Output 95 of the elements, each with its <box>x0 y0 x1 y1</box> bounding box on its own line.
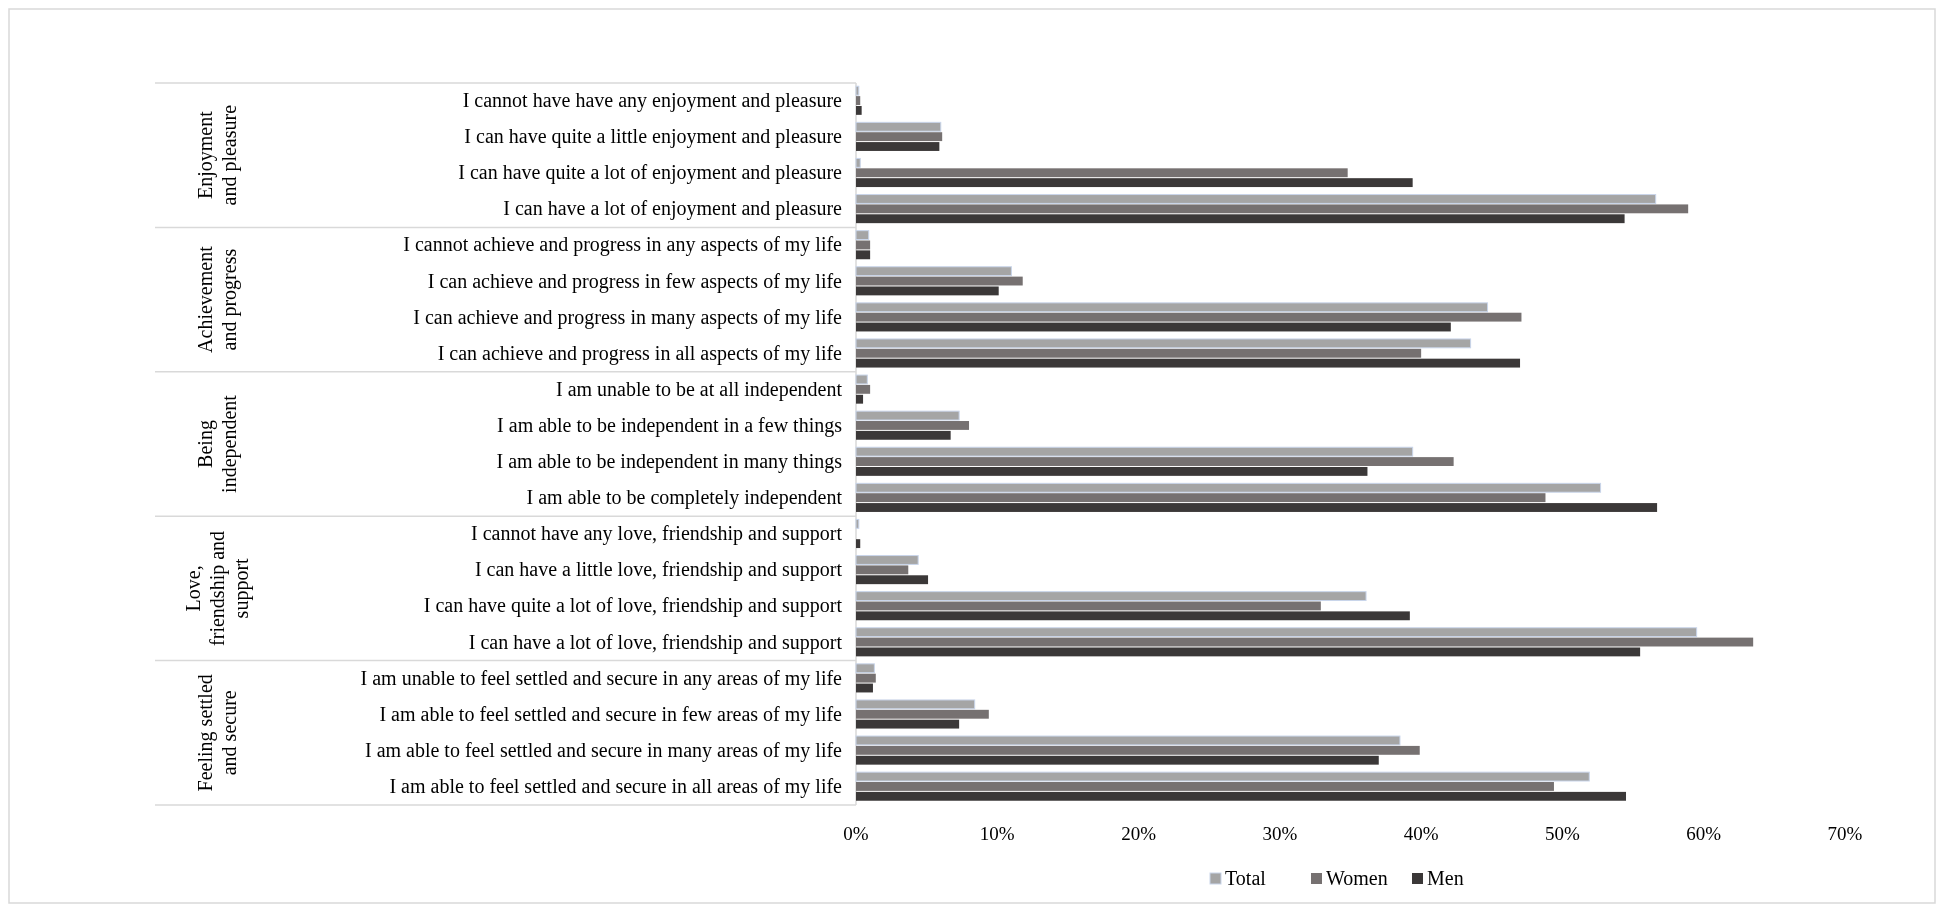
y-tick-label: I can have quite a lot of love, friendship and support <box>423 594 843 618</box>
text: Feeling settled and secure <box>194 674 240 792</box>
y-tick-label: I can achieve and progress in all aspects of my life <box>437 341 843 365</box>
bar <box>856 348 1422 358</box>
bar <box>856 673 876 683</box>
bar <box>855 410 960 421</box>
y-tick-label: I cannot have have any enjoyment and pleasure <box>462 89 843 113</box>
bar <box>855 482 1602 493</box>
bar <box>856 709 989 719</box>
bar <box>855 591 1367 602</box>
text: Love, friendship and support <box>182 530 253 646</box>
bar <box>856 384 871 394</box>
bar <box>856 276 1023 286</box>
bar <box>856 755 1379 765</box>
bar <box>856 503 1658 512</box>
bar <box>856 601 1321 611</box>
y-tick-label: I am able to feel settled and secure in all areas of my life <box>389 774 843 798</box>
bar <box>856 142 940 151</box>
bar <box>856 539 861 549</box>
bar <box>856 611 1410 621</box>
bar <box>856 493 1546 503</box>
y-tick-label: I can achieve and progress in many aspects of my life <box>413 305 843 329</box>
bar <box>856 322 1451 332</box>
y-tick-label: I am able to be completely independent <box>526 486 843 510</box>
bar <box>856 96 861 105</box>
bar <box>856 457 1454 466</box>
x-tick-label: 70% <box>1827 823 1863 844</box>
y-tick-label: I can have a lot of love, friendship and support <box>468 630 843 654</box>
x-tick-label: 50% <box>1545 823 1581 844</box>
bar <box>856 745 1420 755</box>
bar <box>856 575 929 585</box>
y-tick-label: I can have a lot of enjoyment and pleasure <box>503 197 843 221</box>
text: Being independent <box>194 394 241 493</box>
bar <box>856 250 871 260</box>
bar <box>855 266 1012 277</box>
y-tick-label: I am able to be independent in a few things <box>497 413 843 437</box>
bar <box>855 302 1489 313</box>
bar <box>855 194 1657 204</box>
bar <box>856 240 871 250</box>
bar <box>855 157 861 168</box>
bar <box>856 132 943 142</box>
x-tick-label: 40% <box>1403 823 1439 844</box>
bar <box>856 214 1625 224</box>
y-tick-label: I can have quite a lot of enjoyment and pleasure <box>458 161 843 185</box>
bar <box>855 518 860 529</box>
bar <box>855 446 1414 457</box>
y-tick-label: I am unable to feel settled and secure in any areas of my life <box>360 666 843 690</box>
bar <box>855 627 1698 638</box>
bar <box>856 791 1627 801</box>
text: Enjoyment and pleasure <box>194 104 241 206</box>
bar <box>855 735 1401 746</box>
bar <box>855 663 875 674</box>
bar <box>856 312 1522 322</box>
y-tick-label: I cannot have any love, friendship and support <box>470 522 843 546</box>
x-tick-label: 10% <box>979 823 1015 844</box>
y-tick-label: I am unable to be at all independent <box>555 377 843 401</box>
bar <box>855 230 870 241</box>
text: Achievement and progress <box>194 245 241 353</box>
bar <box>856 168 1348 178</box>
bar <box>855 771 1590 782</box>
bar <box>856 466 1368 476</box>
bar <box>856 637 1754 647</box>
bar <box>855 555 919 565</box>
x-tick-label: 30% <box>1262 823 1298 844</box>
x-tick-label: 20% <box>1121 823 1157 844</box>
bar <box>856 719 960 729</box>
bar <box>856 394 864 404</box>
y-tick-label: I can have a little love, friendship and support <box>474 558 843 582</box>
bar <box>856 178 1413 188</box>
bar <box>856 565 909 575</box>
bar <box>855 338 1472 349</box>
y-tick-label: I can have quite a little enjoyment and pleasure <box>464 125 843 149</box>
bar <box>856 647 1641 657</box>
bar <box>856 430 951 440</box>
legend-label: Total <box>1225 867 1267 889</box>
bar <box>856 358 1521 368</box>
bar <box>856 683 873 693</box>
bar <box>856 782 1554 791</box>
bar <box>856 421 970 430</box>
legend-label: Women <box>1326 867 1388 889</box>
y-tick-label: I cannot achieve and progress in any aspects of my life <box>403 233 843 257</box>
y-tick-label: I can achieve and progress in few aspects of my life <box>427 269 843 293</box>
x-tick-label: 0% <box>843 823 869 844</box>
bar <box>855 121 942 132</box>
bar <box>856 286 999 296</box>
bar <box>855 699 976 710</box>
y-tick-label: I am able to be independent in many things <box>496 450 843 474</box>
bar <box>855 374 868 385</box>
legend-label: Men <box>1427 867 1464 889</box>
bar <box>856 204 1689 214</box>
bar <box>856 105 862 115</box>
y-tick-label: I am able to feel settled and secure in few areas of my life <box>379 702 843 726</box>
x-tick-label: 60% <box>1686 823 1722 844</box>
y-tick-label: I am able to feel settled and secure in many areas of my life <box>364 738 843 762</box>
bar <box>855 85 860 96</box>
